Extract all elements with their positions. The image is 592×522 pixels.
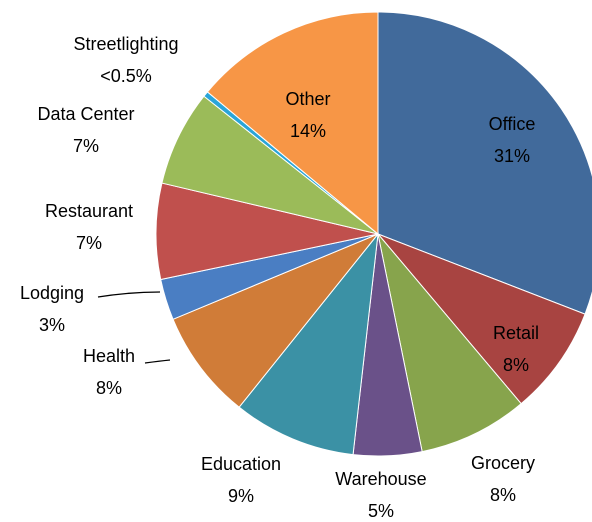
slice-value: 8% <box>503 355 529 375</box>
pie-slice <box>377 233 522 453</box>
pie <box>155 11 592 457</box>
slice-label: Grocery <box>471 453 535 473</box>
labels: Office 31% Retail 8% Grocery 8% Warehouse 5% Edu… <box>20 34 539 521</box>
slice-label: Data Center <box>37 104 134 124</box>
leader-line <box>144 359 171 364</box>
slice-value: 7% <box>73 136 99 156</box>
slice-label: Lodging <box>20 283 84 303</box>
slice-label: Other <box>285 89 330 109</box>
slice-label: Warehouse <box>335 469 426 489</box>
slice-value: 7% <box>76 233 102 253</box>
slice-label: Streetlighting <box>73 34 178 54</box>
slice-value: <0.5% <box>100 66 152 86</box>
slice-value: 14% <box>290 121 326 141</box>
slice-label: Education <box>201 454 281 474</box>
leader-line <box>97 291 161 298</box>
slice-value: 3% <box>39 315 65 335</box>
slice-value: 9% <box>228 486 254 506</box>
slice-value: 31% <box>494 146 530 166</box>
slice-label: Office <box>489 114 536 134</box>
slice-label: Health <box>83 346 135 366</box>
slice-label: Restaurant <box>45 201 133 221</box>
slice-value: 8% <box>96 378 122 398</box>
pie-slice <box>238 232 379 456</box>
slice-value: 8% <box>490 485 516 505</box>
pie-slice <box>172 233 379 408</box>
slice-label: Retail <box>493 323 539 343</box>
slice-value: 5% <box>368 501 394 521</box>
pie-slice <box>206 11 379 236</box>
pie-slice <box>377 233 586 405</box>
pie-slice <box>377 11 592 315</box>
